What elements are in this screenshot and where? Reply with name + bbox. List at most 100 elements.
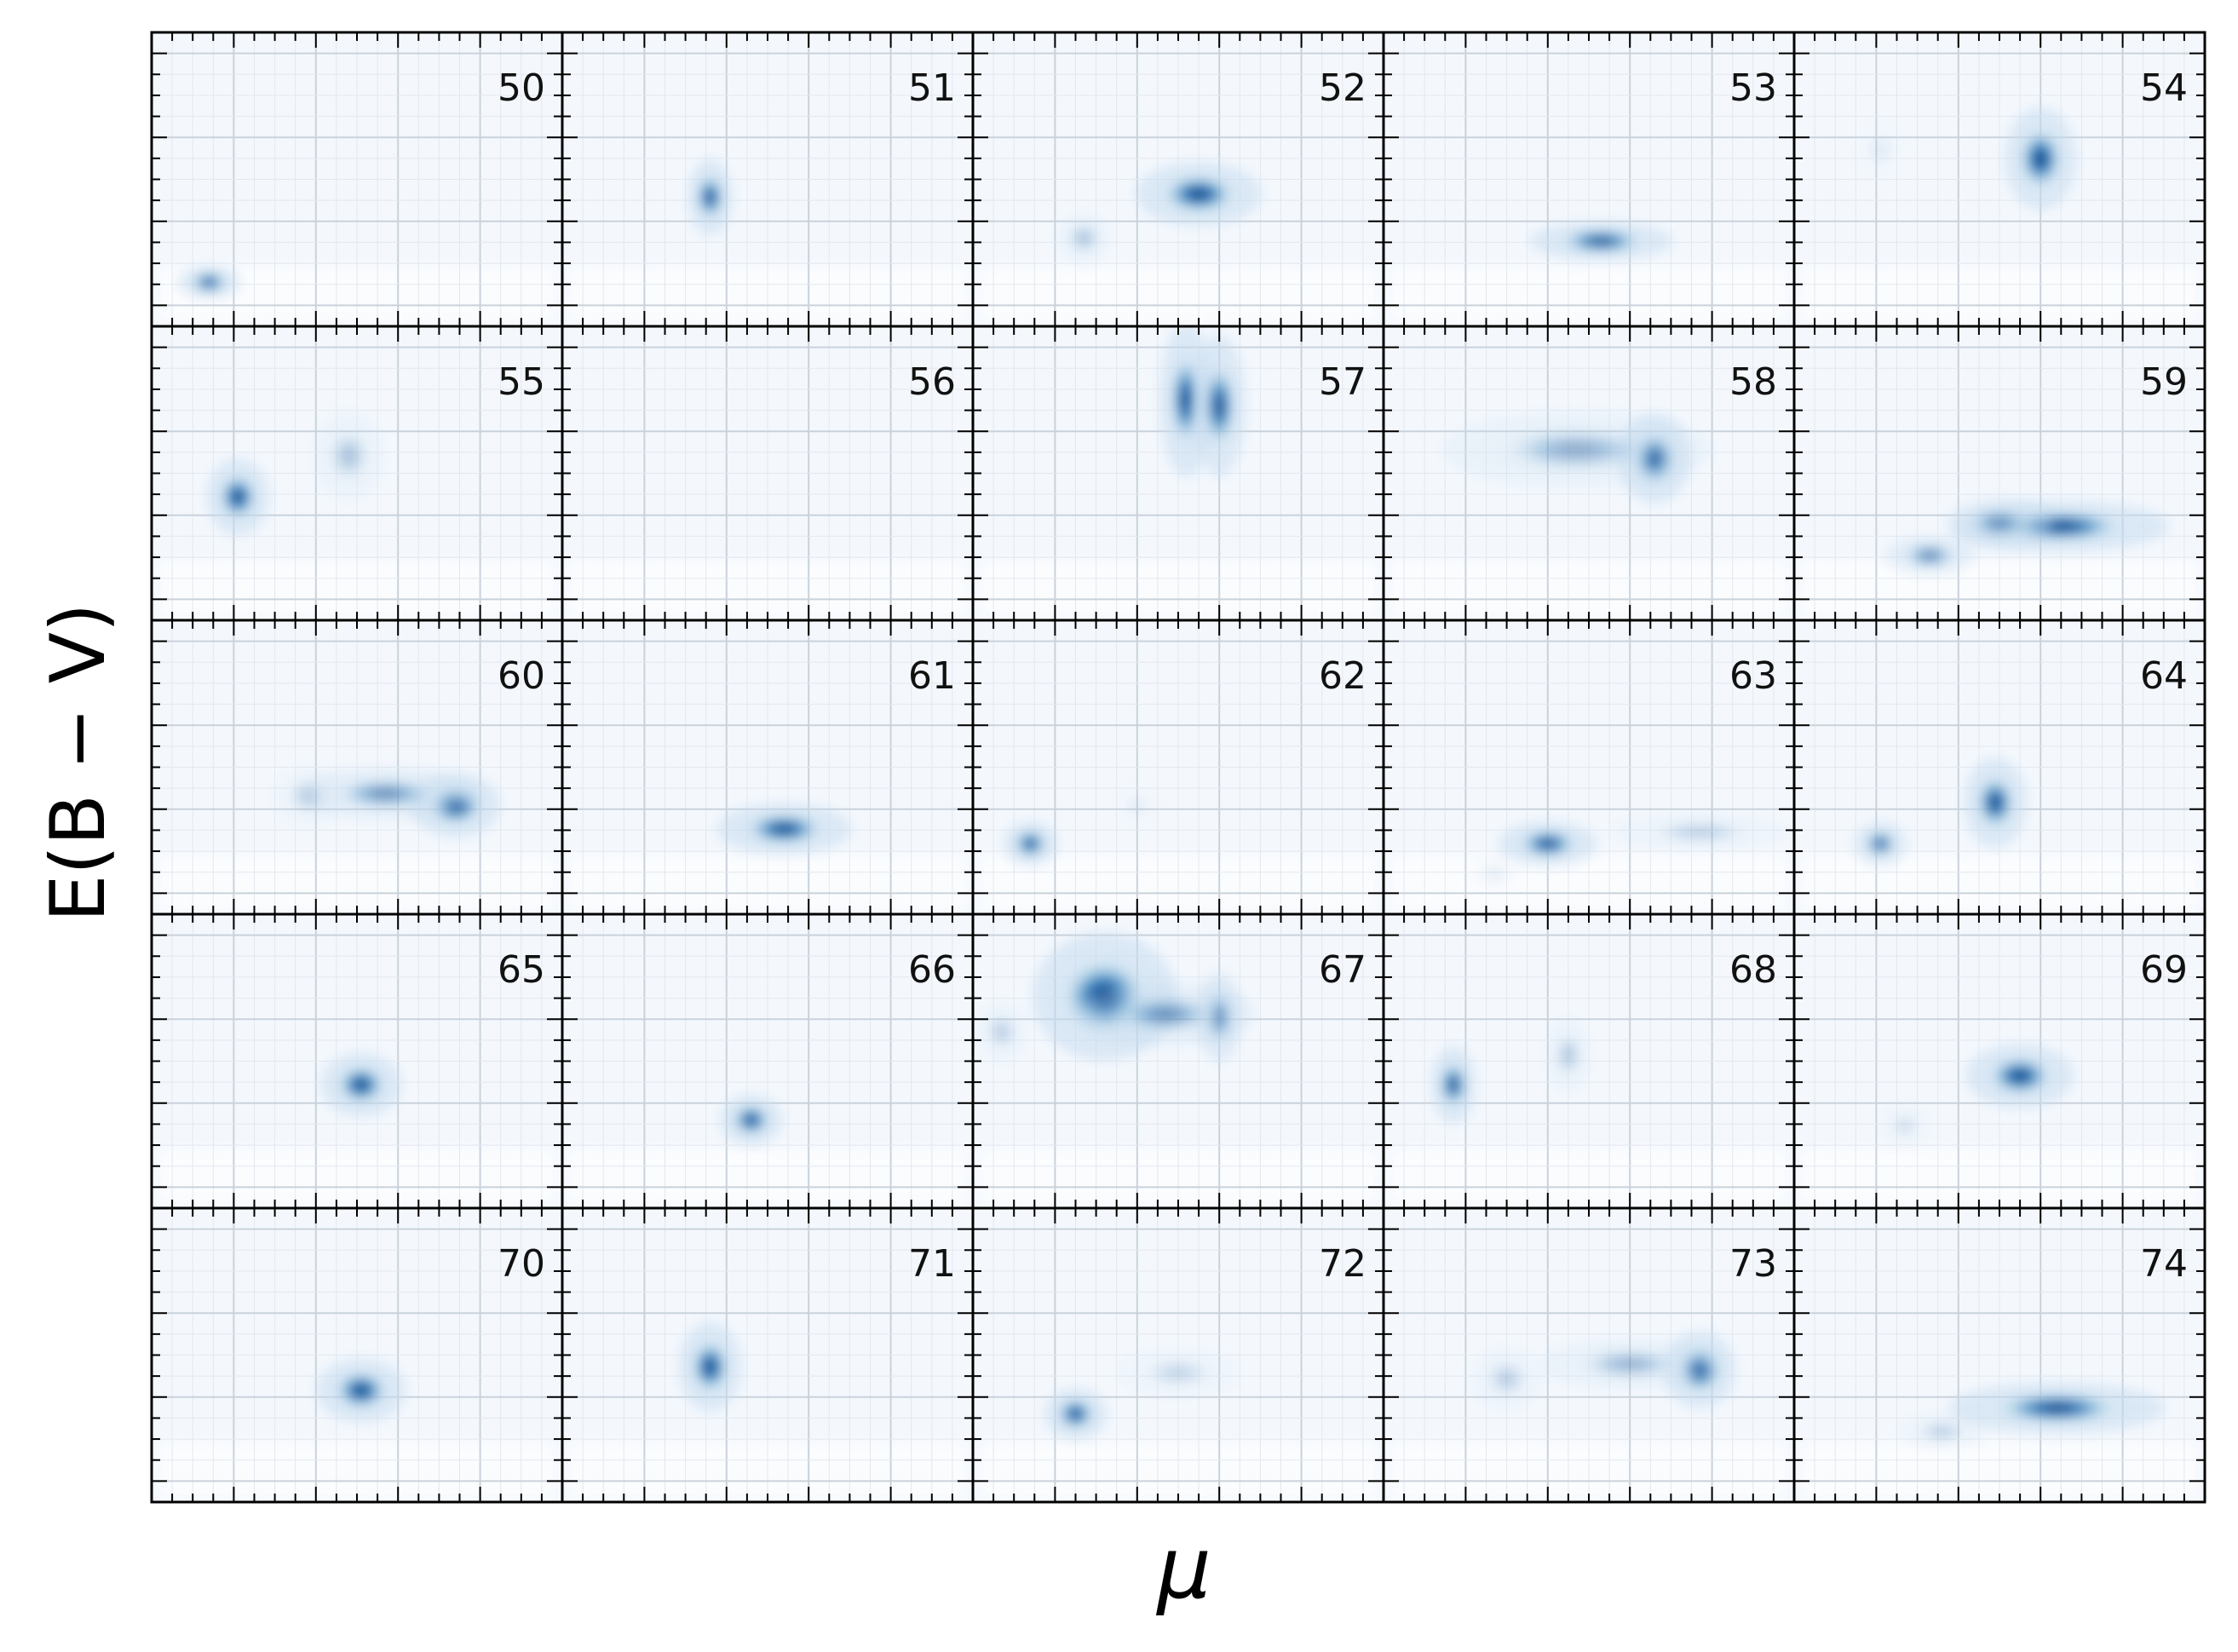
x-axis-label: μ	[1155, 1518, 1211, 1618]
panel-51: 51	[561, 31, 975, 328]
panel-62: 62	[971, 619, 1385, 916]
density-core	[1518, 830, 1578, 857]
panel-label: 60	[498, 654, 545, 698]
panel-68: 68	[1382, 912, 1796, 1210]
panel-50: 50	[150, 31, 564, 328]
density-core	[1864, 830, 1897, 857]
density-core	[286, 777, 330, 816]
panel-density	[1003, 790, 1154, 866]
panel-72: 72	[971, 1206, 1385, 1504]
panel-ticks	[1794, 32, 2205, 326]
panel-52: 52	[971, 31, 1385, 328]
panel-density	[1884, 497, 2170, 575]
density-core	[1496, 426, 1657, 473]
panel-63: 63	[1382, 619, 1796, 916]
panel-56: 56	[561, 325, 975, 622]
density-core	[691, 1339, 729, 1394]
panel-density	[1044, 1346, 1242, 1440]
panel-grid-lines	[562, 620, 973, 914]
panel-density	[716, 803, 852, 855]
density-core	[1067, 222, 1100, 254]
density-core	[1112, 994, 1220, 1033]
density-core	[744, 814, 825, 844]
panel-density	[688, 158, 734, 236]
panel-ticks	[562, 326, 973, 620]
panel-label: 50	[498, 66, 545, 110]
density-core	[1440, 1062, 1467, 1108]
panel-57: 57	[971, 325, 1385, 622]
density-core	[985, 1012, 1018, 1051]
panel-ticks	[562, 1208, 973, 1502]
panel-label: 65	[498, 948, 545, 992]
panel-density	[1470, 1331, 1736, 1412]
panel-density	[719, 1094, 783, 1146]
panel-label: 63	[1729, 654, 1777, 698]
panel-density	[974, 931, 1257, 1064]
panel-grid-lines	[1384, 1208, 1794, 1502]
panel-64: 64	[1792, 619, 2206, 916]
panel-density	[1159, 326, 1247, 478]
panel-density	[1467, 812, 1791, 893]
panel-ticks	[152, 326, 562, 620]
panel-density	[678, 1321, 742, 1413]
panel-density	[315, 1357, 406, 1423]
panel-grid-lines	[1794, 32, 2205, 326]
panel-60: 60	[150, 619, 564, 916]
density-core	[1141, 1357, 1216, 1389]
panel-label: 70	[498, 1242, 545, 1286]
density-core	[1864, 130, 1897, 170]
density-core	[219, 474, 257, 521]
panel-label: 69	[2140, 948, 2188, 992]
panel-label: 58	[1729, 360, 1777, 404]
panel-label: 59	[2140, 360, 2188, 404]
panel-density	[1056, 161, 1263, 264]
panel-ticks	[152, 620, 562, 914]
panel-label: 74	[2140, 1242, 2188, 1286]
panel-59: 59	[1792, 325, 2206, 622]
panel-ticks	[562, 914, 973, 1208]
panel-density	[1896, 1382, 2166, 1451]
density-core	[1646, 820, 1753, 843]
panel-71: 71	[561, 1206, 975, 1504]
panel-density	[1441, 411, 1712, 504]
panel-label: 67	[1319, 948, 1366, 992]
panel-grid-lines	[1794, 914, 2205, 1208]
panel-grid-lines	[1384, 620, 1794, 914]
panel-61: 61	[561, 619, 975, 916]
panel-label: 56	[908, 360, 956, 404]
density-core	[1121, 790, 1154, 821]
panel-label: 72	[1319, 1242, 1366, 1286]
panel-74: 74	[1792, 1206, 2206, 1504]
density-core	[1902, 544, 1957, 567]
panel-70: 70	[150, 1206, 564, 1504]
panel-69: 69	[1792, 912, 2206, 1210]
panel-label: 51	[908, 66, 956, 110]
density-core	[1056, 1398, 1095, 1430]
panel-58: 58	[1382, 325, 1796, 622]
panel-label: 53	[1729, 66, 1777, 110]
panel-label: 52	[1319, 66, 1366, 110]
panel-53: 53	[1382, 31, 1796, 328]
panel-label: 66	[908, 948, 956, 992]
panel-density	[1853, 757, 2028, 866]
panel-ticks	[152, 32, 562, 326]
panel-ticks	[1384, 326, 1794, 620]
panel-ticks	[1384, 32, 1794, 326]
panel-54: 54	[1792, 31, 2206, 328]
density-core	[337, 1065, 386, 1104]
panel-ticks	[973, 1208, 1384, 1502]
panel-ticks	[973, 326, 1384, 620]
panel-density	[1878, 1043, 2074, 1152]
density-core	[1203, 363, 1235, 448]
panel-density	[1528, 222, 1674, 261]
panel-73: 73	[1382, 1206, 1796, 1504]
panel-density	[271, 764, 501, 838]
panel-ticks	[973, 620, 1384, 914]
panel-ticks	[562, 32, 973, 326]
panel-grid-lines	[973, 326, 1384, 620]
density-core	[1555, 1032, 1582, 1079]
density-core	[1161, 175, 1236, 214]
panel-55: 55	[150, 325, 564, 622]
panel-ticks	[152, 1208, 562, 1502]
